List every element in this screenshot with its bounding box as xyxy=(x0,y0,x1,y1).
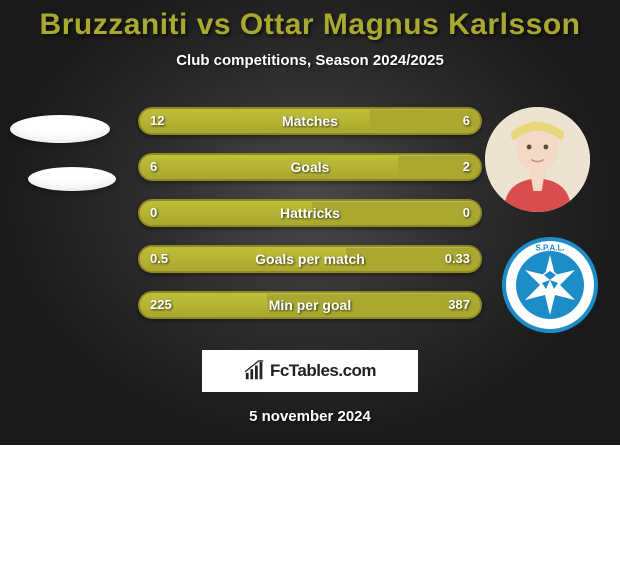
stat-value-right: 2 xyxy=(463,153,470,181)
stat-label: Hattricks xyxy=(138,199,482,227)
player-right-club-crest: S.P.A.L. xyxy=(500,235,600,335)
stat-bar: 0.5Goals per match0.33 xyxy=(138,245,482,273)
player-left-avatar xyxy=(8,107,113,212)
stat-bar: 225Min per goal387 xyxy=(138,291,482,319)
branding-logo: FcTables.com xyxy=(202,350,418,392)
stat-bar: 0Hattricks0 xyxy=(138,199,482,227)
stat-bar: 6Goals2 xyxy=(138,153,482,181)
page-subtitle: Club competitions, Season 2024/2025 xyxy=(0,52,620,69)
player-right-avatar xyxy=(485,107,590,212)
svg-text:S.P.A.L.: S.P.A.L. xyxy=(535,244,564,253)
stat-bars: 12Matches66Goals20Hattricks00.5Goals per… xyxy=(138,107,482,319)
stat-value-right: 0 xyxy=(463,199,470,227)
stat-label: Goals xyxy=(138,153,482,181)
page-title: Bruzzaniti vs Ottar Magnus Karlsson xyxy=(0,8,620,42)
branding-text: FcTables.com xyxy=(270,361,376,381)
stat-bar: 12Matches6 xyxy=(138,107,482,135)
date-text: 5 november 2024 xyxy=(0,408,620,425)
stat-value-right: 6 xyxy=(463,107,470,135)
stat-label: Min per goal xyxy=(138,291,482,319)
stat-value-right: 387 xyxy=(448,291,470,319)
chart-icon xyxy=(244,360,266,382)
stat-label: Matches xyxy=(138,107,482,135)
stat-label: Goals per match xyxy=(138,245,482,273)
stat-value-right: 0.33 xyxy=(445,245,470,273)
stats-area: S.P.A.L. 12Matches66Goals20Hattricks00.5… xyxy=(0,107,620,337)
